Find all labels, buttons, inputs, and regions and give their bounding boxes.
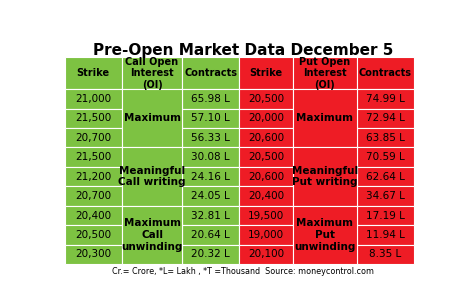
- Text: 21,500: 21,500: [75, 113, 111, 123]
- Bar: [182, 109, 239, 128]
- Text: 20,500: 20,500: [248, 94, 284, 104]
- Text: 21,000: 21,000: [75, 94, 111, 104]
- Bar: [357, 128, 414, 148]
- Bar: [65, 57, 122, 89]
- Bar: [357, 57, 414, 89]
- Text: 11.94 L: 11.94 L: [366, 230, 405, 240]
- Text: 20,500: 20,500: [248, 152, 284, 162]
- Bar: [65, 167, 122, 186]
- Text: 62.64 L: 62.64 L: [366, 172, 405, 182]
- Text: 74.99 L: 74.99 L: [366, 94, 405, 104]
- Bar: [239, 109, 292, 128]
- Text: 19,500: 19,500: [248, 211, 284, 221]
- Bar: [239, 148, 292, 167]
- Bar: [357, 206, 414, 225]
- Text: Strike: Strike: [77, 68, 110, 78]
- Bar: [182, 148, 239, 167]
- Text: 20,500: 20,500: [75, 230, 111, 240]
- Text: Maximum: Maximum: [124, 113, 181, 123]
- Bar: [122, 89, 182, 148]
- Text: 20.64 L: 20.64 L: [191, 230, 230, 240]
- Text: 20,700: 20,700: [75, 191, 111, 201]
- Text: 20,100: 20,100: [248, 249, 284, 259]
- Text: 24.16 L: 24.16 L: [191, 172, 230, 182]
- Bar: [122, 57, 182, 89]
- Bar: [357, 245, 414, 264]
- Text: 32.81 L: 32.81 L: [191, 211, 230, 221]
- Bar: [357, 109, 414, 128]
- Bar: [292, 148, 357, 206]
- Text: 57.10 L: 57.10 L: [191, 113, 230, 123]
- Text: Meaningful
Call writing: Meaningful Call writing: [118, 166, 186, 188]
- Bar: [182, 245, 239, 264]
- Bar: [182, 167, 239, 186]
- Bar: [357, 148, 414, 167]
- Text: 17.19 L: 17.19 L: [366, 211, 405, 221]
- Text: 20,400: 20,400: [75, 211, 111, 221]
- Bar: [65, 245, 122, 264]
- Text: Call Open
Interest
(OI): Call Open Interest (OI): [126, 57, 179, 90]
- Bar: [182, 128, 239, 148]
- Bar: [182, 206, 239, 225]
- Bar: [182, 225, 239, 245]
- Text: Contracts: Contracts: [359, 68, 412, 78]
- Text: 72.94 L: 72.94 L: [366, 113, 405, 123]
- Bar: [357, 167, 414, 186]
- Text: 34.67 L: 34.67 L: [366, 191, 405, 201]
- Bar: [239, 89, 292, 109]
- Bar: [182, 57, 239, 89]
- Text: 20.32 L: 20.32 L: [191, 249, 230, 259]
- Bar: [65, 206, 122, 225]
- Bar: [292, 89, 357, 148]
- Text: Put Open
Interest
(OI): Put Open Interest (OI): [299, 57, 350, 90]
- Bar: [122, 148, 182, 206]
- Text: 8.35 L: 8.35 L: [369, 249, 401, 259]
- Text: 65.98 L: 65.98 L: [191, 94, 230, 104]
- Bar: [357, 89, 414, 109]
- Text: 20,000: 20,000: [248, 113, 284, 123]
- Text: 20,300: 20,300: [75, 249, 111, 259]
- Bar: [65, 89, 122, 109]
- Bar: [65, 128, 122, 148]
- Bar: [239, 57, 292, 89]
- Bar: [239, 225, 292, 245]
- Text: 70.59 L: 70.59 L: [366, 152, 405, 162]
- Bar: [65, 109, 122, 128]
- Text: 56.33 L: 56.33 L: [191, 133, 230, 143]
- Text: 20,600: 20,600: [248, 172, 284, 182]
- Bar: [122, 206, 182, 264]
- Text: Contracts: Contracts: [184, 68, 237, 78]
- Text: Meaningful
Put writing: Meaningful Put writing: [292, 166, 358, 188]
- Bar: [357, 186, 414, 206]
- Bar: [292, 57, 357, 89]
- Text: Maximum
Call
unwinding: Maximum Call unwinding: [121, 218, 182, 252]
- Bar: [239, 206, 292, 225]
- Text: 30.08 L: 30.08 L: [191, 152, 230, 162]
- Text: 21,500: 21,500: [75, 152, 111, 162]
- Bar: [239, 128, 292, 148]
- Text: Cr.= Crore, *L= Lakh , *T =Thousand  Source: moneycontrol.com: Cr.= Crore, *L= Lakh , *T =Thousand Sour…: [112, 267, 374, 276]
- Bar: [65, 148, 122, 167]
- Bar: [65, 225, 122, 245]
- Bar: [182, 186, 239, 206]
- Text: 63.85 L: 63.85 L: [366, 133, 405, 143]
- Bar: [357, 225, 414, 245]
- Text: 20,600: 20,600: [248, 133, 284, 143]
- Text: 24.05 L: 24.05 L: [191, 191, 230, 201]
- Text: Maximum
Put
unwinding: Maximum Put unwinding: [294, 218, 356, 252]
- Text: 20,400: 20,400: [248, 191, 284, 201]
- Bar: [65, 186, 122, 206]
- Text: 21,200: 21,200: [75, 172, 111, 182]
- Text: 20,700: 20,700: [75, 133, 111, 143]
- Text: Pre-Open Market Data December 5: Pre-Open Market Data December 5: [93, 43, 393, 58]
- Text: Maximum: Maximum: [296, 113, 353, 123]
- Bar: [239, 186, 292, 206]
- Bar: [292, 206, 357, 264]
- Text: Strike: Strike: [249, 68, 283, 78]
- Bar: [239, 167, 292, 186]
- Bar: [182, 89, 239, 109]
- Bar: [239, 245, 292, 264]
- Text: 19,000: 19,000: [248, 230, 284, 240]
